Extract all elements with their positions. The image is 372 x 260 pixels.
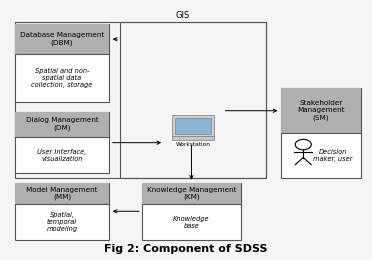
Bar <box>281 88 361 133</box>
Bar <box>15 183 109 204</box>
Text: Dialog Management
(DM): Dialog Management (DM) <box>26 118 99 131</box>
Text: Knowledge
base: Knowledge base <box>173 216 210 229</box>
Bar <box>172 115 214 135</box>
Text: Workstation: Workstation <box>176 142 211 147</box>
Text: Spatial and non-
spatial data
collection, storage: Spatial and non- spatial data collection… <box>31 68 93 88</box>
Text: GIS: GIS <box>175 11 189 20</box>
Text: Fig 2: Component of SDSS: Fig 2: Component of SDSS <box>104 244 268 254</box>
Bar <box>281 88 361 178</box>
Text: Stakeholder
Management
(SM): Stakeholder Management (SM) <box>297 100 344 121</box>
Bar <box>142 183 241 204</box>
Bar <box>15 24 109 102</box>
Text: Model Management
(MM): Model Management (MM) <box>26 187 98 200</box>
Bar <box>15 24 109 54</box>
Text: Decision
maker, user: Decision maker, user <box>313 149 353 162</box>
Bar <box>142 183 241 240</box>
Bar <box>172 136 214 140</box>
Bar <box>15 112 109 136</box>
Text: Spatial,
temporal
modeling: Spatial, temporal modeling <box>46 212 78 232</box>
Bar <box>15 22 266 178</box>
Text: Knowledge Management
(KM): Knowledge Management (KM) <box>147 187 236 200</box>
Bar <box>175 118 211 134</box>
Text: User Interface,
visualization: User Interface, visualization <box>37 148 87 161</box>
Text: Database Management
(DBM): Database Management (DBM) <box>20 32 104 46</box>
Bar <box>121 22 266 178</box>
Bar <box>15 183 109 240</box>
Bar <box>15 112 109 173</box>
